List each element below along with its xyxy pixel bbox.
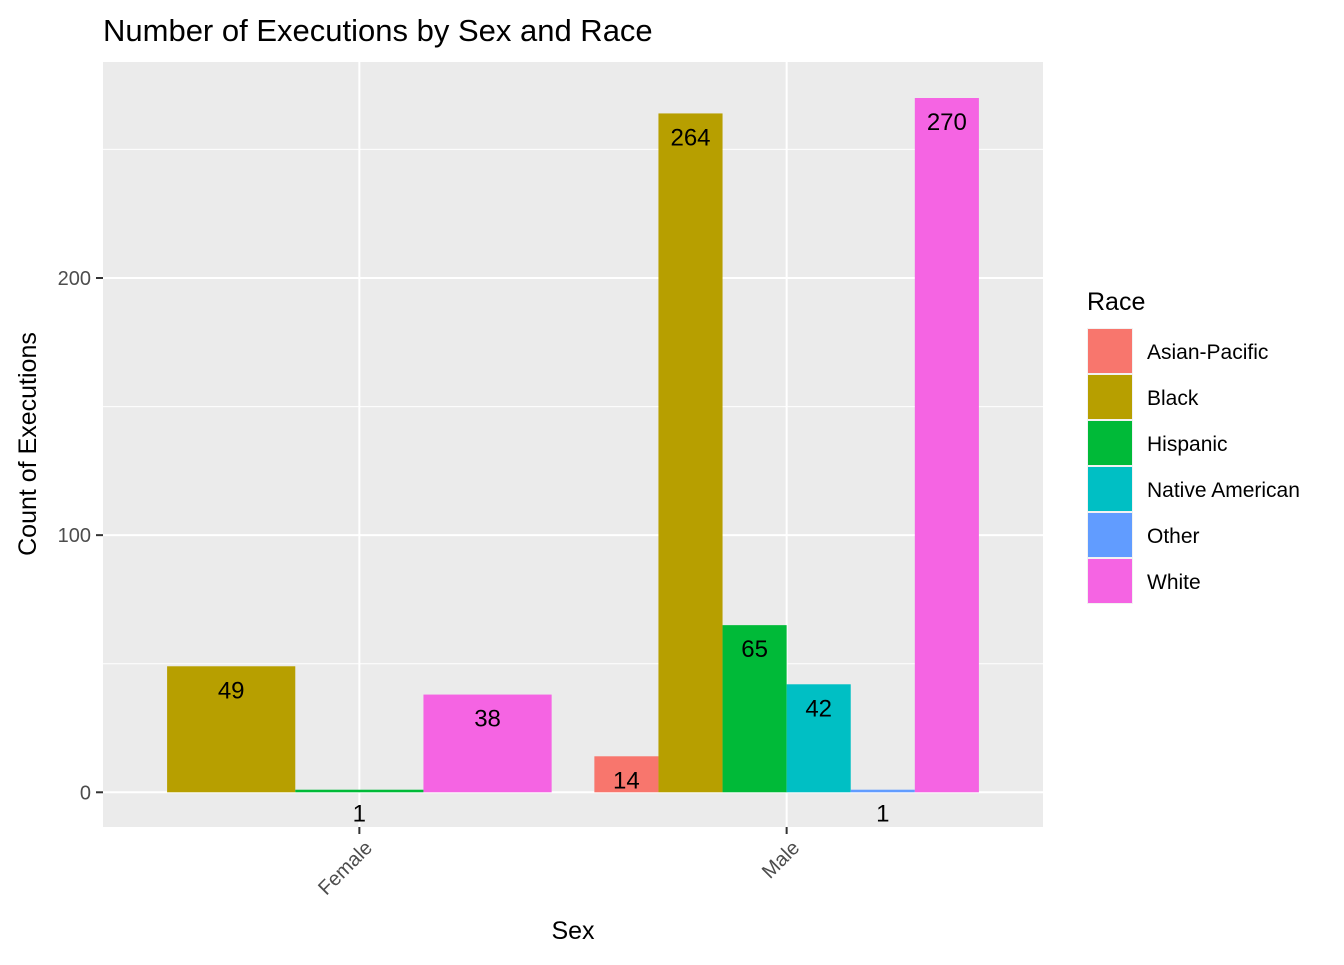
bar [722, 625, 787, 793]
y-tick-label: 100 [58, 525, 91, 547]
legend-swatch [1088, 559, 1132, 603]
legend-items: Asian-Pacific Black Hispanic Native America… [1087, 328, 1300, 604]
y-tick-label: 0 [80, 782, 91, 804]
data-label: 1 [876, 801, 889, 828]
legend-title: Race [1087, 288, 1145, 316]
legend-swatch [1088, 375, 1132, 419]
data-label: 14 [613, 767, 640, 794]
bar [850, 789, 915, 793]
legend-label: Asian-Pacific [1147, 341, 1268, 364]
legend-swatch [1088, 467, 1132, 511]
y-tick-label: 200 [58, 268, 91, 290]
data-label: 1 [353, 801, 366, 828]
legend-label: White [1147, 571, 1201, 594]
bar [167, 666, 296, 793]
minor-gridlines [103, 148, 1043, 665]
bar [423, 694, 552, 793]
bar [914, 98, 979, 793]
legend-item: Black [1087, 374, 1199, 420]
data-label: 65 [741, 636, 768, 663]
x-axis-title: Sex [551, 917, 595, 945]
legend-item: Other [1087, 512, 1200, 558]
x-tick-label: Female [314, 837, 377, 900]
legend-swatch [1088, 329, 1132, 373]
y-axis: 0 100 200 [58, 268, 103, 804]
data-label: 38 [474, 706, 501, 733]
data-label: 270 [927, 109, 967, 136]
chart-title: Number of Executions by Sex and Race [103, 13, 653, 48]
y-axis-title: Count of Executions [14, 332, 42, 556]
bar [786, 684, 851, 793]
data-label: 42 [805, 695, 832, 722]
legend-swatch [1088, 421, 1132, 465]
legend-label: Native American [1147, 479, 1300, 502]
x-tick-label: Male [758, 837, 804, 883]
legend-label: Hispanic [1147, 433, 1228, 456]
bar [295, 789, 424, 793]
legend-label: Black [1147, 387, 1199, 410]
bar [594, 756, 659, 793]
legend-item: Hispanic [1087, 420, 1228, 466]
data-label: 264 [670, 124, 710, 151]
data-labels: 49 1 38 14 264 65 42 1 270 [218, 109, 967, 828]
legend-label: Other [1147, 525, 1200, 548]
legend-swatch [1088, 513, 1132, 557]
data-label: 49 [218, 677, 245, 704]
legend: Race Asian-Pacific Black Hispanic Native Am… [1087, 288, 1300, 604]
legend-item: White [1087, 558, 1201, 604]
legend-item: Asian-Pacific [1087, 328, 1268, 374]
bars [167, 98, 979, 793]
x-axis: Female Male [314, 827, 804, 900]
legend-item: Native American [1087, 466, 1300, 512]
bar [658, 113, 723, 793]
